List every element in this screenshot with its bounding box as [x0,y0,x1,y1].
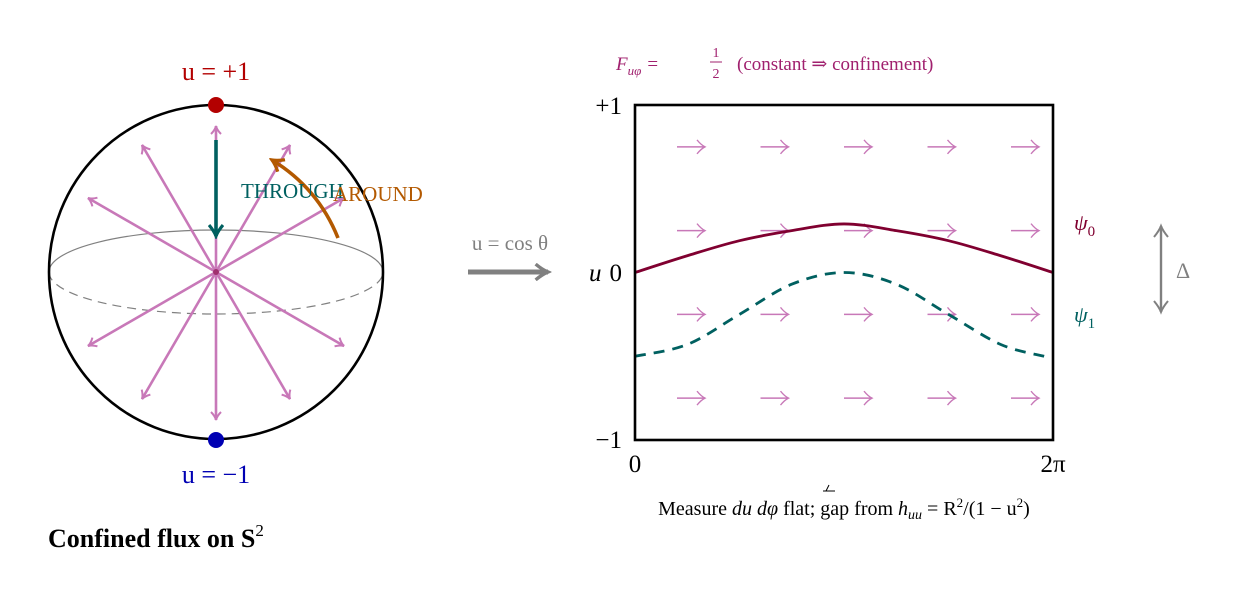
field-arrow-icon [760,306,791,322]
around-label: AROUND [333,182,423,206]
field-arrow-icon [927,223,958,239]
field-arrow-icon [677,390,707,406]
south-pole-label: u = −1 [182,460,250,489]
flux-arrow-icon [87,196,217,274]
chart-frame [633,103,1055,442]
north-pole-dot [208,97,224,113]
field-arrows [677,139,1041,406]
field-arrow-icon [844,390,874,406]
gap-label: Δ [1176,258,1190,283]
around-arrow-icon [272,160,340,239]
field-arrow-icon [1011,139,1041,155]
flux-arrows [87,125,345,421]
field-arrow-icon [844,139,874,155]
north-pole-label: u = +1 [182,57,250,86]
mapping-arrow-group: u = cos θ [468,231,548,272]
y-tick-bottom: −1 [595,427,622,454]
field-arrow-icon [1011,223,1041,239]
field-arrow-icon [927,139,958,155]
field-arrow-icon [677,223,707,239]
sphere-center-dot [213,269,219,275]
psi0-curve [634,222,1054,274]
x-tick-start: 0 [629,451,642,478]
title-fraction-denominator: 2 [713,67,720,82]
through-label: THROUGH [241,179,344,203]
field-arrow-icon [927,390,958,406]
field-arrow-icon [1011,306,1041,322]
y-tick-top: +1 [595,93,622,120]
field-arrow-icon [844,306,874,322]
flux-arrow-icon [214,271,292,400]
psi1-curve [634,271,1045,358]
sphere-panel: u = +1 THROUGH AROUND u = −1 [47,57,423,553]
south-pole-dot [208,432,224,448]
flux-arrow-icon [140,144,218,273]
chart-footnote: Measure du dφ flat; gap from huu = R2/(1… [658,495,1030,523]
field-arrow-icon [1011,390,1041,406]
chart-title: Fuφ = [615,54,658,78]
flux-arrow-icon [87,270,217,348]
field-arrow-icon [760,139,791,155]
mapping-label: u = cos θ [472,231,548,255]
psi0-label: ψ0 [1074,210,1095,240]
title-rest: (constant ⇒ confinement) [737,54,933,75]
x-tick-end: 2π [1040,451,1066,478]
field-arrow-icon [677,306,707,322]
small-tick-mark [823,484,835,492]
field-arrow-icon [760,390,791,406]
sphere-caption: Confined flux on S2 [48,521,264,553]
flux-arrow-icon [215,270,345,348]
flux-arrow-icon [140,271,218,400]
title-fraction-numerator: 1 [713,46,720,61]
field-arrow-icon [677,139,707,155]
psi1-label: ψ1 [1074,302,1095,332]
